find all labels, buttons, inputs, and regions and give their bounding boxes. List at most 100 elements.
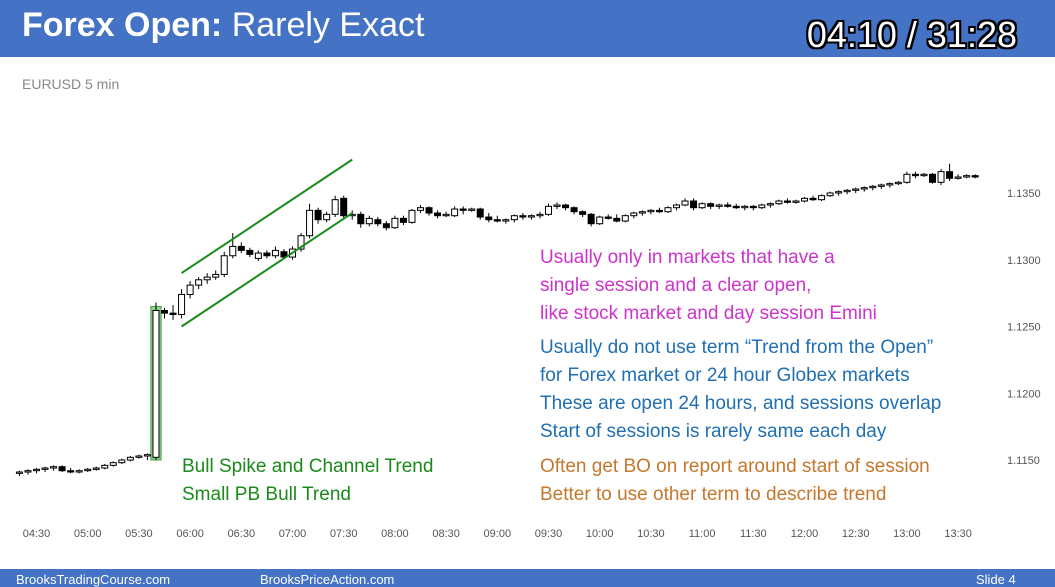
note-green: Bull Spike and Channel Trend Small PB Bu… [182, 453, 433, 509]
note-pink-line: Usually only in markets that have a [540, 247, 835, 268]
footer-left-link[interactable]: BrooksTradingCourse.com [16, 572, 171, 587]
candle-body [545, 205, 552, 215]
candle-body [579, 211, 587, 215]
x-tick-label: 13:00 [893, 528, 921, 540]
x-tick-label: 08:00 [381, 528, 409, 540]
note-pink-line: like stock market and day session Emini [540, 303, 877, 324]
candle-body [749, 205, 757, 209]
x-tick-label: 10:30 [637, 528, 665, 540]
candle-body [246, 249, 254, 255]
candle-body [485, 216, 493, 221]
candle-body [365, 217, 373, 225]
candle-body [758, 204, 766, 209]
candle-body [417, 207, 424, 211]
candle-body [476, 208, 484, 218]
candle-body [502, 219, 510, 222]
x-tick-label: 04:30 [23, 528, 51, 540]
slide-number: Slide 4 [976, 572, 1016, 587]
candle-body [126, 456, 134, 461]
chart-symbol-label: EURUSD 5 min [22, 76, 120, 92]
candle-body [638, 211, 646, 214]
candle-body [92, 467, 100, 470]
candle-body [587, 213, 595, 225]
candle-body [109, 462, 117, 466]
note-green-line: Bull Spike and Channel Trend [182, 456, 434, 477]
candle-body [178, 293, 186, 315]
candle-body [826, 192, 834, 197]
candle-body [783, 200, 791, 203]
footer-center-link[interactable]: BrooksPriceAction.com [260, 572, 395, 587]
candle-body [382, 223, 390, 229]
note-pink-line: single session and a clear open, [540, 275, 812, 296]
candle-body [331, 199, 339, 215]
candle-body [434, 212, 442, 217]
candle-body [707, 203, 715, 207]
candle-body [946, 171, 954, 179]
candle-body [929, 173, 936, 183]
candle-body [664, 207, 672, 213]
candle-body [792, 200, 800, 203]
candle-body [954, 176, 962, 179]
x-tick-label: 07:00 [279, 528, 307, 540]
candle-body [391, 217, 399, 229]
x-tick-label: 09:30 [535, 528, 563, 540]
candle-body [903, 173, 911, 183]
candle-body [101, 464, 109, 469]
candle-body [271, 249, 279, 257]
y-tick-label: 1.1200 [1007, 388, 1041, 400]
candle-body [715, 204, 723, 207]
candle-body [835, 191, 843, 194]
candle-body [135, 455, 143, 458]
candle-body [732, 205, 740, 209]
candle-body [681, 200, 689, 206]
candle-body [143, 454, 151, 457]
note-blue-line: These are open 24 hours, and sessions ov… [540, 393, 942, 414]
candle-body [775, 200, 783, 205]
candle-body [67, 470, 75, 473]
x-tick-label: 11:00 [689, 528, 716, 540]
slide-title-bold: Forex Open: [22, 6, 223, 44]
candle-body [553, 204, 561, 207]
note-blue-line: Start of sessions is rarely same each da… [540, 421, 887, 442]
slide-title-rest: Rarely Exact [222, 6, 425, 44]
candle-body [161, 309, 168, 314]
note-orange-line: Often get BO on report around start of s… [540, 456, 930, 477]
candle-body [118, 459, 126, 464]
candle-body [442, 213, 450, 217]
candle-body [280, 251, 288, 258]
x-tick-label: 05:00 [74, 528, 102, 540]
candle-body [41, 467, 49, 470]
candle-body [374, 219, 382, 225]
channel-line [181, 158, 353, 274]
candle-body [630, 212, 638, 217]
candle-body [937, 171, 945, 183]
candle-body [15, 471, 23, 474]
candle-body [203, 276, 211, 281]
note-orange-line: Better to use other term to describe tre… [540, 484, 887, 505]
candle-body [33, 468, 40, 472]
candle-body [186, 284, 194, 295]
candle-body [468, 208, 476, 211]
candle-body [75, 470, 83, 473]
candle-body [860, 187, 868, 190]
candle-body [306, 209, 314, 237]
y-tick-label: 1.1150 [1007, 455, 1040, 467]
candle-body [655, 209, 663, 213]
x-tick-label: 06:00 [176, 528, 204, 540]
note-blue-line: Usually do not use term “Trend from the … [540, 337, 934, 358]
candle-body [570, 207, 578, 213]
x-tick-label: 06:30 [228, 528, 256, 540]
candle-body [237, 245, 245, 251]
candle-body [673, 204, 680, 209]
candle-body [357, 213, 365, 225]
note-green-line: Small PB Bull Trend [182, 484, 351, 505]
x-tick-label: 05:30 [125, 528, 153, 540]
x-tick-label: 12:00 [791, 528, 819, 540]
candle-body [451, 208, 459, 217]
y-tick-label: 1.1250 [1007, 322, 1041, 334]
candle-body [877, 184, 885, 187]
candle-body [843, 189, 851, 193]
candlestick-chart: 1.1350 1.1300 1.1250 1.1200 1.1150 04:30 05:00… [15, 158, 1041, 540]
x-tick-label: 13:30 [944, 528, 972, 540]
note-blue-line: for Forex market or 24 hour Globex marke… [540, 365, 910, 386]
